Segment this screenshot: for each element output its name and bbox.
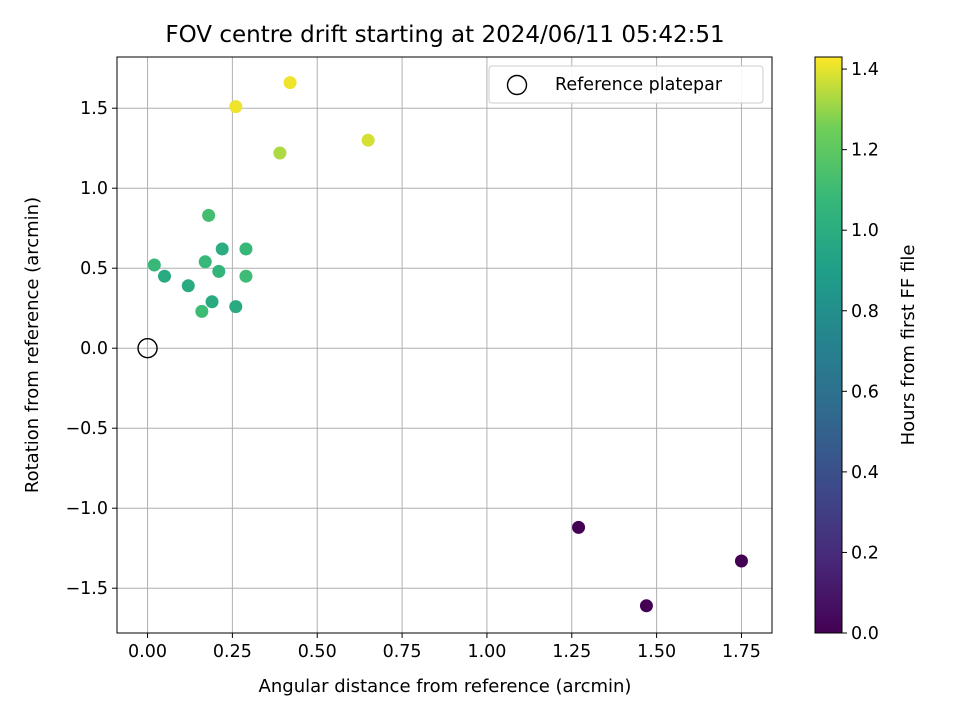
x-tick-label: 0.25	[213, 642, 252, 662]
y-tick-label: 0.5	[80, 259, 108, 279]
data-point	[205, 295, 219, 309]
data-points	[137, 76, 748, 613]
colorbar-tick-label: 0.8	[851, 302, 879, 322]
data-point	[283, 76, 297, 90]
y-tick-label: 1.0	[80, 179, 108, 199]
colorbar: 0.0 0.2 0.4 0.6 0.8 1.0 1.2 1.4 Hours from firs…	[814, 56, 919, 644]
plot-frame	[116, 56, 773, 634]
data-point	[734, 554, 748, 568]
colorbar-gradient	[814, 56, 843, 634]
colorbar-tick-label: 0.4	[851, 463, 879, 483]
data-point	[229, 100, 243, 114]
grid	[117, 57, 772, 633]
data-point	[239, 242, 253, 256]
y-tick-label: −1.5	[66, 579, 109, 599]
data-point	[158, 269, 172, 283]
data-point	[147, 258, 161, 272]
x-tick-label: 1.50	[637, 642, 676, 662]
reference-platepar-marker	[137, 338, 158, 359]
data-point	[572, 520, 586, 534]
colorbar-tick-label: 1.0	[851, 221, 879, 241]
data-point	[229, 300, 243, 314]
data-point	[198, 255, 212, 269]
x-axis-label: Angular distance from reference (arcmin)	[259, 676, 632, 697]
colorbar-tick-label: 0.6	[851, 382, 879, 402]
legend: Reference platepar	[488, 65, 764, 104]
x-tick-label: 1.00	[467, 642, 506, 662]
colorbar-tick-label: 0.2	[851, 543, 879, 563]
colorbar-tick-label: 1.2	[851, 141, 879, 161]
y-tick-label: 1.5	[80, 99, 108, 119]
data-point	[215, 242, 229, 256]
data-point	[195, 304, 209, 318]
data-point	[212, 264, 226, 278]
y-tick-label: 0.0	[80, 339, 108, 359]
legend-marker-icon	[506, 74, 528, 96]
data-point	[639, 599, 653, 613]
data-point	[202, 208, 216, 222]
y-tick-label: −1.0	[66, 499, 109, 519]
colorbar-tick-label: 1.4	[851, 60, 879, 80]
chart-title: FOV centre drift starting at 2024/06/11 …	[165, 22, 724, 48]
y-tick-label: −0.5	[66, 419, 109, 439]
colorbar-tick-label: 0.0	[851, 624, 879, 644]
x-tick-label: 0.75	[383, 642, 422, 662]
y-axis-label: Rotation from reference (arcmin)	[22, 197, 43, 493]
x-tick-label: 0.00	[128, 642, 167, 662]
legend-label-reference-platepar: Reference platepar	[555, 75, 723, 95]
data-point	[361, 133, 375, 147]
x-axis: 0.00 0.25 0.50 0.75 1.00 1.25 1.50 1.75	[128, 633, 761, 662]
x-tick-label: 1.75	[722, 642, 761, 662]
data-point	[273, 146, 287, 160]
legend-box	[488, 65, 764, 104]
x-tick-label: 1.25	[552, 642, 591, 662]
colorbar-label: Hours from first FF file	[898, 245, 919, 446]
data-point	[239, 269, 253, 283]
data-point	[181, 279, 195, 293]
y-axis: −1.5 −1.0 −0.5 0.0 0.5 1.0 1.5	[66, 99, 117, 599]
colorbar-ticks: 0.0 0.2 0.4 0.6 0.8 1.0 1.2 1.4	[842, 60, 879, 644]
x-tick-label: 0.50	[298, 642, 337, 662]
